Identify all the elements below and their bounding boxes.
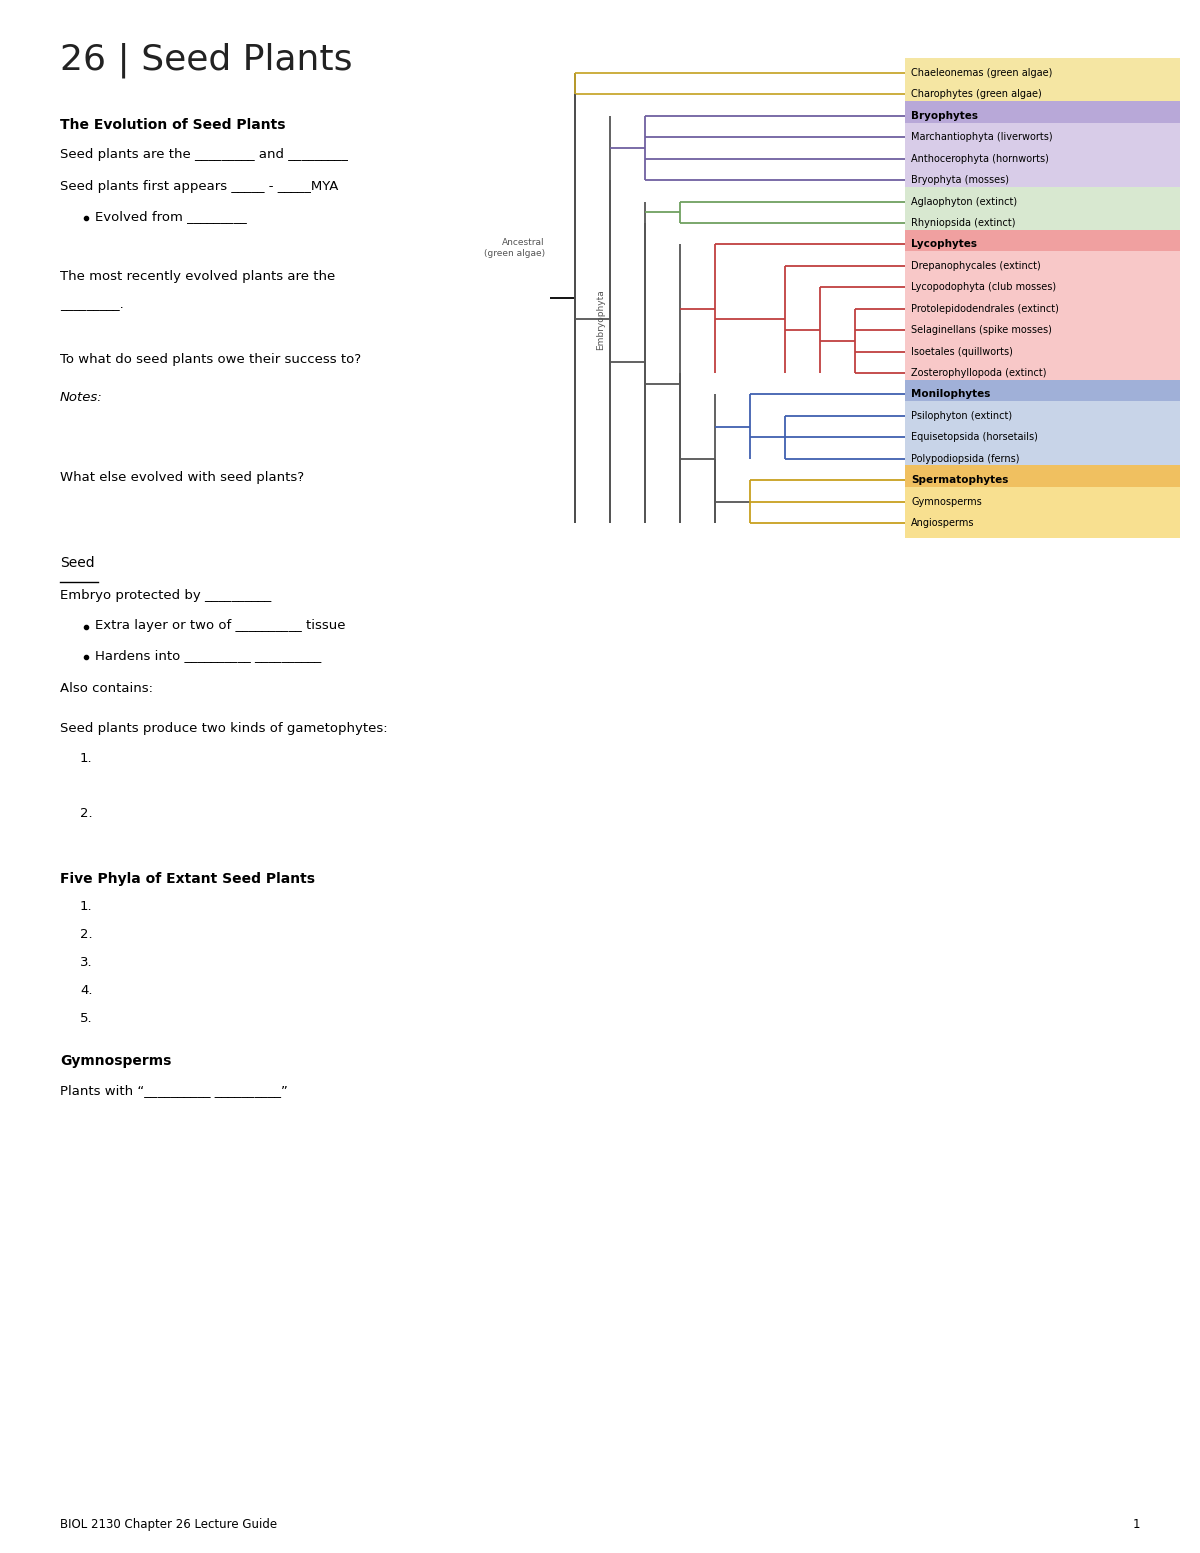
Text: Anthocerophyta (hornworts): Anthocerophyta (hornworts) [911,154,1049,163]
Text: Hardens into __________ __________: Hardens into __________ __________ [95,649,322,662]
Text: Lycophytes: Lycophytes [911,239,977,250]
FancyBboxPatch shape [905,272,1180,301]
Text: Ancestral
(green algae): Ancestral (green algae) [484,238,545,258]
Text: _________.: _________. [60,298,124,311]
Text: Polypodiopsida (ferns): Polypodiopsida (ferns) [911,453,1020,464]
Text: Rhyniopsida (extinct): Rhyniopsida (extinct) [911,217,1015,228]
Text: Seed plants produce two kinds of gametophytes:: Seed plants produce two kinds of gametop… [60,722,388,735]
Text: Protolepidodendrales (extinct): Protolepidodendrales (extinct) [911,304,1058,314]
FancyBboxPatch shape [905,101,1180,130]
FancyBboxPatch shape [905,486,1180,516]
Text: Equisetopsida (horsetails): Equisetopsida (horsetails) [911,432,1038,443]
Text: Charophytes (green algae): Charophytes (green algae) [911,90,1042,99]
Text: Isoetales (quillworts): Isoetales (quillworts) [911,346,1013,357]
FancyBboxPatch shape [905,144,1180,174]
Text: The Evolution of Seed Plants: The Evolution of Seed Plants [60,118,286,132]
Text: 26 | Seed Plants: 26 | Seed Plants [60,43,353,79]
Text: Bryophyta (mosses): Bryophyta (mosses) [911,175,1009,185]
Text: 1.: 1. [80,752,92,766]
Text: Also contains:: Also contains: [60,682,154,696]
Text: BIOL 2130 Chapter 26 Lecture Guide: BIOL 2130 Chapter 26 Lecture Guide [60,1517,277,1531]
Text: Chaeleonemas (green algae): Chaeleonemas (green algae) [911,68,1052,78]
Text: Embryo protected by __________: Embryo protected by __________ [60,589,271,603]
Text: Monilophytes: Monilophytes [911,390,990,399]
FancyBboxPatch shape [905,208,1180,238]
Text: Gymnosperms: Gymnosperms [911,497,982,506]
Text: Seed: Seed [60,556,95,570]
Text: Evolved from _________: Evolved from _________ [95,210,247,224]
Text: To what do seed plants owe their success to?: To what do seed plants owe their success… [60,353,361,367]
FancyBboxPatch shape [905,230,1180,259]
Text: Lycopodophyta (club mosses): Lycopodophyta (club mosses) [911,283,1056,292]
Text: 4.: 4. [80,985,92,997]
Text: 2.: 2. [80,929,92,941]
Text: Notes:: Notes: [60,391,103,404]
Text: The most recently evolved plants are the: The most recently evolved plants are the [60,270,335,283]
FancyBboxPatch shape [905,252,1180,281]
Text: Seed plants first appears _____ - _____MYA: Seed plants first appears _____ - _____M… [60,180,338,193]
Text: 2.: 2. [80,808,92,820]
FancyBboxPatch shape [905,359,1180,388]
FancyBboxPatch shape [905,337,1180,367]
Text: Gymnosperms: Gymnosperms [60,1054,172,1068]
FancyBboxPatch shape [905,508,1180,537]
FancyBboxPatch shape [905,294,1180,323]
Text: Selaginellans (spike mosses): Selaginellans (spike mosses) [911,325,1052,335]
Text: Embryophyta: Embryophyta [596,289,605,349]
Text: What else evolved with seed plants?: What else evolved with seed plants? [60,471,304,485]
FancyBboxPatch shape [905,186,1180,216]
Text: Marchantiophyta (liverworts): Marchantiophyta (liverworts) [911,132,1052,143]
FancyBboxPatch shape [905,379,1180,408]
FancyBboxPatch shape [905,401,1180,430]
Text: Aglaophyton (extinct): Aglaophyton (extinct) [911,197,1018,207]
Text: Spermatophytes: Spermatophytes [911,475,1008,485]
Text: Angiosperms: Angiosperms [911,519,974,528]
Text: Psilophyton (extinct): Psilophyton (extinct) [911,412,1012,421]
FancyBboxPatch shape [905,59,1180,89]
Text: 1: 1 [1133,1517,1140,1531]
FancyBboxPatch shape [905,315,1180,345]
Text: 1.: 1. [80,901,92,913]
Text: 3.: 3. [80,957,92,969]
Text: 5.: 5. [80,1013,92,1025]
Text: Bryophytes: Bryophytes [911,110,978,121]
Text: Plants with “__________ __________”: Plants with “__________ __________” [60,1084,288,1096]
Text: Extra layer or two of __________ tissue: Extra layer or two of __________ tissue [95,620,346,632]
Text: Five Phyla of Extant Seed Plants: Five Phyla of Extant Seed Plants [60,871,314,887]
FancyBboxPatch shape [905,444,1180,474]
FancyBboxPatch shape [905,79,1180,109]
Text: Drepanophycales (extinct): Drepanophycales (extinct) [911,261,1040,270]
FancyBboxPatch shape [905,123,1180,152]
Text: Seed plants are the _________ and _________: Seed plants are the _________ and ______… [60,148,348,162]
Text: Zosterophyllopoda (extinct): Zosterophyllopoda (extinct) [911,368,1046,377]
FancyBboxPatch shape [905,422,1180,452]
FancyBboxPatch shape [905,165,1180,194]
FancyBboxPatch shape [905,466,1180,495]
